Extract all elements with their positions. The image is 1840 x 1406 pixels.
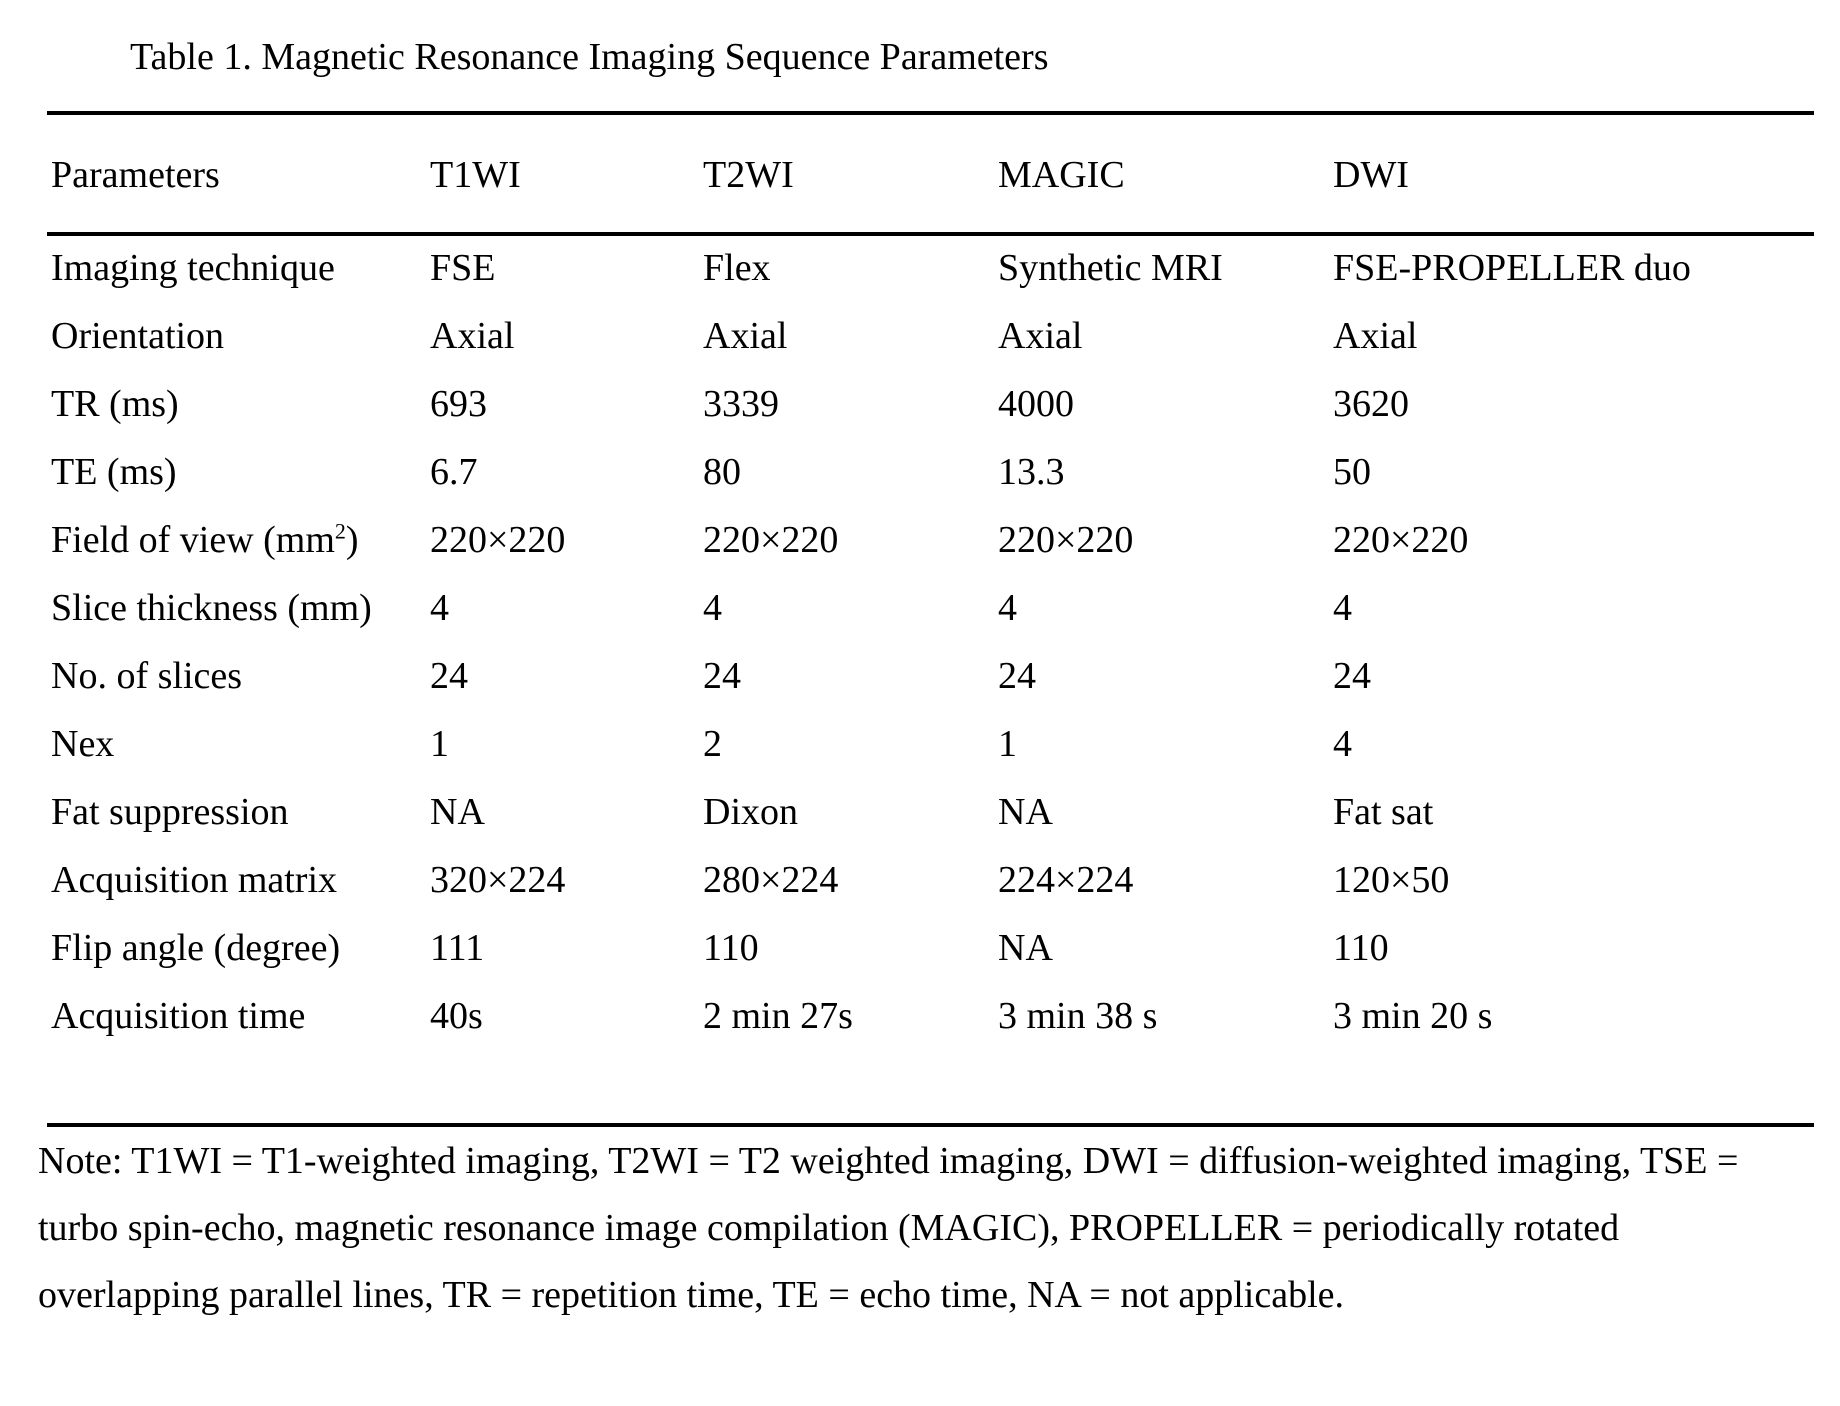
row-label-suffix: ) [345, 519, 359, 561]
table-cell: 220×220 [703, 519, 839, 561]
table-cell: NA [998, 791, 1053, 833]
table-row: Fat suppression NA Dixon NA Fat sat [47, 778, 1814, 846]
table-cell: Axial [703, 315, 788, 357]
table-cell: Flex [703, 247, 771, 289]
row-label-text: Field of view (mm [51, 519, 335, 561]
row-label-text: Slice thickness (mm) [51, 587, 372, 629]
bottom-rule [47, 1123, 1814, 1127]
row-label: Nex [47, 710, 430, 778]
table-cell: 320×224 [430, 859, 566, 901]
table-cell: 4 [998, 587, 1017, 629]
table-cell: Fat sat [1333, 791, 1434, 833]
table-cell: 40s [430, 995, 483, 1037]
table-cell: 111 [430, 927, 485, 969]
table-cell: 1 [998, 723, 1017, 765]
table-row: Slice thickness (mm) 4 4 4 4 [47, 574, 1814, 642]
table-cell: 3 min 38 s [998, 995, 1158, 1037]
table-row: No. of slices 24 24 24 24 [47, 642, 1814, 710]
row-label: TE (ms) [47, 438, 430, 506]
row-label-text: TE (ms) [51, 451, 177, 493]
row-label-text: No. of slices [51, 655, 243, 697]
table-cell: Axial [1333, 315, 1418, 357]
table-cell: 693 [430, 383, 487, 425]
column-header: T2WI [703, 153, 794, 196]
table-cell: 4 [1333, 723, 1352, 765]
row-label-text: Fat suppression [51, 791, 289, 833]
row-label: Fat suppression [47, 778, 430, 846]
row-label: No. of slices [47, 642, 430, 710]
table-row: Acquisition time 40s 2 min 27s 3 min 38 s 3 … [47, 982, 1814, 1050]
table-cell: 4 [703, 587, 722, 629]
table-cell: NA [998, 927, 1053, 969]
table-cell: 4 [430, 587, 449, 629]
row-label-text: Acquisition matrix [51, 859, 338, 901]
table-cell: 1 [430, 723, 449, 765]
parameters-table: Parameters T1WI T2WI MAGIC DWI Imaging t… [47, 115, 1814, 1050]
row-label-text: Flip angle (degree) [51, 927, 341, 969]
table-note: Note: T1WI = T1-weighted imaging, T2WI =… [38, 1140, 1739, 1316]
table-cell: Axial [998, 315, 1083, 357]
table-cell: 24 [430, 655, 468, 697]
row-label: Imaging technique [47, 234, 430, 302]
table-cell: 13.3 [998, 451, 1065, 493]
header-row: Parameters T1WI T2WI MAGIC DWI [47, 115, 1814, 234]
row-label: Acquisition matrix [47, 846, 430, 914]
table-row: Imaging technique FSE Flex Synthetic MRI FSE… [47, 234, 1814, 302]
superscript: 2 [334, 518, 346, 544]
row-label: Field of view (mm2) [47, 506, 430, 574]
table-row: Flip angle (degree) 111 110 NA 110 [47, 914, 1814, 982]
table-cell: 220×220 [1333, 519, 1469, 561]
table-cell: FSE-PROPELLER duo [1333, 247, 1691, 289]
table-cell: 4000 [998, 383, 1074, 425]
table-row: TR (ms) 693 3339 4000 3620 [47, 370, 1814, 438]
table-cell: Dixon [703, 791, 798, 833]
table-cell: 224×224 [998, 859, 1134, 901]
row-label-text: Orientation [51, 315, 225, 357]
row-label: Slice thickness (mm) [47, 574, 430, 642]
table-cell: 6.7 [430, 451, 478, 493]
table-cell: 2 min 27s [703, 995, 853, 1037]
table-title: Table 1. Magnetic Resonance Imaging Sequ… [130, 36, 1049, 78]
table-cell: 50 [1333, 451, 1371, 493]
table-cell: 3620 [1333, 383, 1409, 425]
table-cell: 24 [703, 655, 741, 697]
table-row: Orientation Axial Axial Axial Axial [47, 302, 1814, 370]
top-rule [47, 111, 1814, 115]
table-cell: 80 [703, 451, 741, 493]
row-label: Flip angle (degree) [47, 914, 430, 982]
row-label: Orientation [47, 302, 430, 370]
column-header: T1WI [430, 153, 521, 196]
table-cell: 220×220 [998, 519, 1134, 561]
table-row: Nex 1 2 1 4 [47, 710, 1814, 778]
table-row: Field of view (mm2) 220×220 220×220 220×220… [47, 506, 1814, 574]
row-label-text: Acquisition time [51, 995, 306, 1037]
table-cell: 220×220 [430, 519, 566, 561]
row-label: TR (ms) [47, 370, 430, 438]
column-header: Parameters [51, 153, 220, 196]
column-header: MAGIC [998, 153, 1125, 196]
table-row: TE (ms) 6.7 80 13.3 50 [47, 438, 1814, 506]
table-cell: Axial [430, 315, 515, 357]
table-cell: Synthetic MRI [998, 247, 1223, 289]
header-rule [47, 232, 1814, 236]
table-cell: 4 [1333, 587, 1352, 629]
table-cell: 2 [703, 723, 722, 765]
table-cell: 3339 [703, 383, 779, 425]
table-cell: 120×50 [1333, 859, 1450, 901]
table-cell: 24 [1333, 655, 1371, 697]
row-label: Acquisition time [47, 982, 430, 1050]
table-cell: 110 [1333, 927, 1389, 969]
table-cell: NA [430, 791, 485, 833]
table-cell: 24 [998, 655, 1036, 697]
table-cell: 3 min 20 s [1333, 995, 1493, 1037]
table-cell: 280×224 [703, 859, 839, 901]
table-cell: 110 [703, 927, 759, 969]
column-header: DWI [1333, 153, 1409, 196]
row-label-text: Nex [51, 723, 115, 765]
row-label-text: TR (ms) [51, 383, 179, 425]
row-label-text: Imaging technique [51, 247, 335, 289]
table-cell: FSE [430, 247, 496, 289]
table-row: Acquisition matrix 320×224 280×224 224×224 1… [47, 846, 1814, 914]
